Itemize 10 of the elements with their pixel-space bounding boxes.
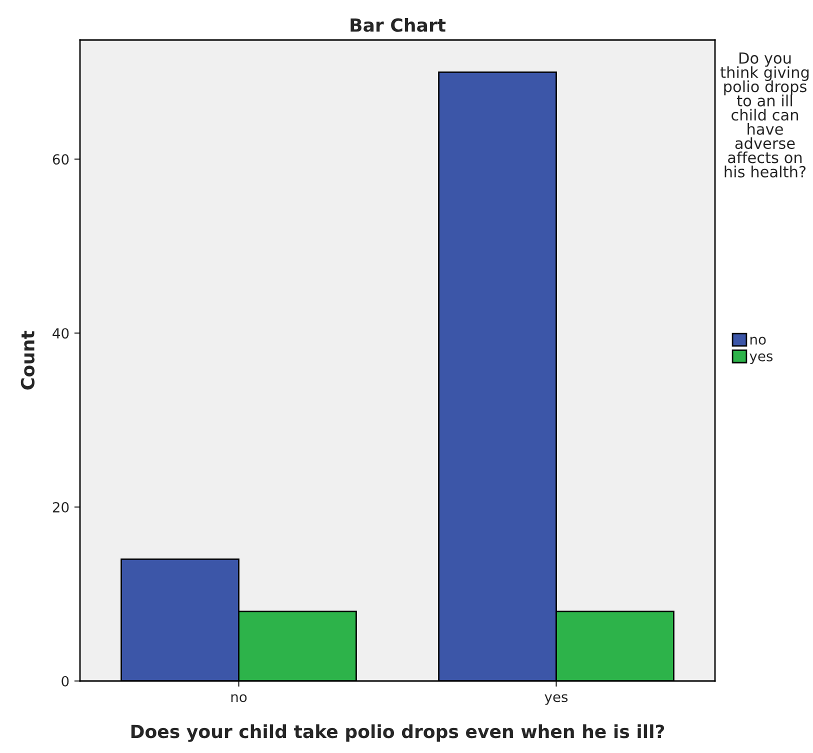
y-tick-label: 60 [52,154,69,165]
chart-title: Bar Chart [350,18,446,32]
legend-label: yes [750,353,773,364]
y-tick-label: 20 [52,502,69,513]
y-tick-label: 40 [52,328,69,339]
text: Do you think giving polio drops to an ill child can have adverse affects on his health? [720,52,809,178]
y-axis-title: Count [20,330,35,390]
x-axis-title: Does your child take polio drops even when he is ill? [131,724,664,742]
legend-label: no [750,336,766,345]
y-tick-label: 0 [62,676,69,686]
